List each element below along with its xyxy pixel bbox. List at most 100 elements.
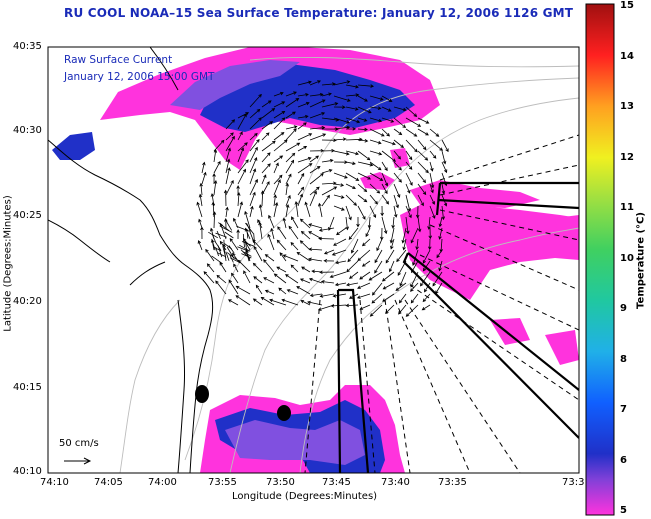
current-vector [273,131,285,141]
current-vector [304,201,311,218]
current-vector [297,93,309,97]
current-vector [417,161,429,174]
scale-arrow [64,457,92,465]
current-vector [233,263,239,273]
current-vector [285,91,297,97]
current-vector [357,249,371,262]
current-vector [381,150,396,162]
current-vector [213,179,218,196]
current-vector [319,293,335,298]
current-vector [285,194,291,207]
current-vector [333,150,350,156]
current-vector [261,132,270,141]
current-vector [198,218,203,229]
current-vector [225,158,231,174]
current-vector [269,298,287,306]
current-vector [225,206,229,218]
current-vector [211,255,223,265]
colorbar-tick-label: 10 [620,253,634,264]
current-vector [356,293,371,299]
current-vector [224,231,234,239]
current-vector [357,194,368,203]
x-tick-label: 73:40 [381,477,410,488]
current-vector [249,178,258,196]
current-vector [333,183,345,187]
current-vector [285,111,296,119]
current-vector [276,239,287,251]
current-vector [321,194,330,207]
current-vector [273,139,288,152]
current-vector [345,172,360,181]
current-vector [201,161,206,174]
current-vector [229,254,234,263]
current-vector [417,128,429,136]
current-vector [309,112,326,119]
current-vector [410,282,419,292]
current-vector [399,271,407,287]
current-vector [321,82,336,86]
current-vector [429,161,434,172]
current-vector [371,282,383,296]
current-vector [212,211,217,229]
current-vector [296,286,311,295]
current-vector [225,132,234,141]
current-vector [205,248,215,262]
current-vector [369,304,383,317]
current-vector [285,125,298,130]
current-vector [261,181,270,196]
current-vector [309,173,324,185]
current-vector [282,254,299,262]
current-vector [249,157,258,174]
current-vector [260,190,265,207]
current-vector [393,194,399,209]
current-vector [212,173,216,185]
current-vector [273,110,286,119]
current-vector [296,251,311,262]
current-vector [218,222,230,231]
current-vector [417,194,424,207]
current-vector [345,106,359,111]
current-vector [417,216,422,233]
current-vector [237,168,246,185]
current-vector [333,160,348,164]
current-vector [345,194,358,206]
current-vector [323,259,335,263]
current-vector [309,293,323,298]
current-vector [333,117,350,124]
current-vector [242,251,252,257]
coastline [48,47,214,473]
current-vector [424,282,431,293]
current-vector [281,298,299,306]
current-vector [428,227,433,240]
current-vector [237,147,245,163]
current-vector [349,271,359,279]
colorbar-tick-label: 9 [620,303,627,314]
current-vector [198,193,203,207]
current-vector [405,117,422,127]
current-vector [374,249,383,264]
current-vector [429,172,435,189]
current-vector [345,216,349,231]
current-vector [255,284,263,295]
current-vector [297,122,307,130]
current-vector [441,161,448,174]
current-vector [321,158,334,163]
current-vector [321,138,337,143]
current-vector [438,216,443,228]
current-vector [393,128,403,136]
current-vector [357,282,371,289]
current-vector [381,139,396,146]
current-vector [299,240,311,251]
current-vector [333,137,347,141]
current-vector [237,159,249,174]
current-vector [381,117,395,123]
current-vector [223,189,228,207]
current-vector [225,147,231,163]
current-vector [297,80,312,86]
current-vector [309,80,321,86]
colorbar [585,3,615,516]
current-vector [401,227,407,244]
colorbar-tick-label: 15 [620,0,634,11]
current-vector [232,252,239,262]
current-vector [371,293,383,304]
